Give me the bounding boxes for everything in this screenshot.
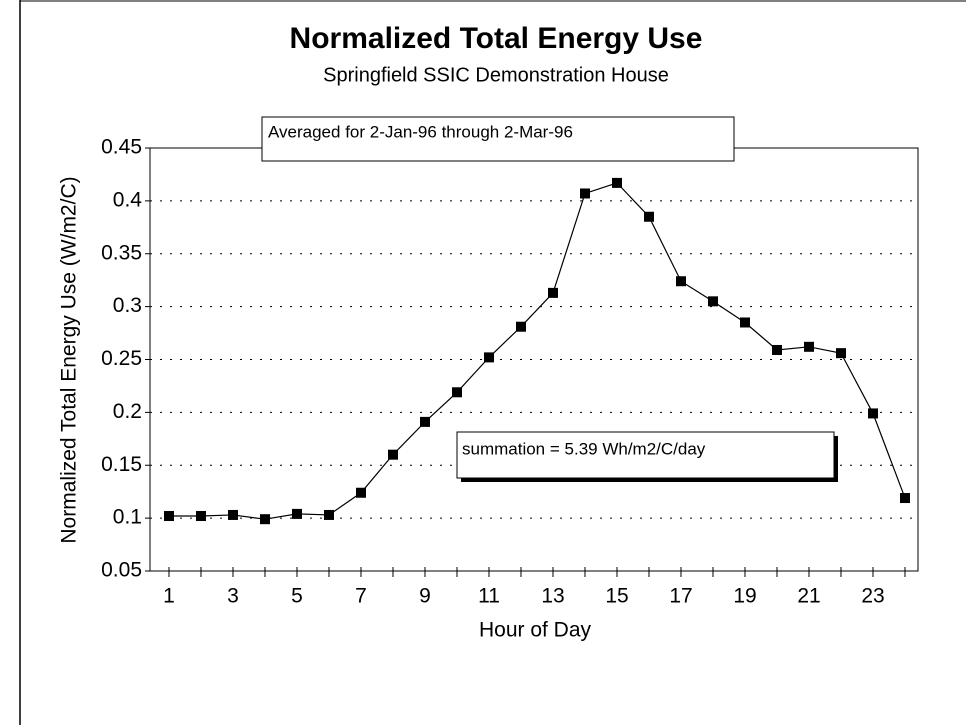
- annotation: summation = 5.39 Wh/m2/C/day: [462, 439, 706, 458]
- x-tick-label: 7: [355, 585, 367, 608]
- y-tick-label: 0.15: [101, 453, 142, 476]
- x-tick-label: 19: [733, 585, 756, 608]
- y-tick-label: 0.45: [101, 136, 142, 159]
- point: [644, 211, 654, 222]
- point: [708, 296, 718, 307]
- point: [196, 511, 206, 522]
- x-tick-label: 13: [541, 585, 564, 608]
- point: [836, 348, 846, 359]
- x-tick-label: 5: [291, 585, 303, 608]
- point: [452, 387, 462, 398]
- point: [228, 509, 238, 520]
- point: [292, 508, 302, 519]
- y-tick-label: 0.05: [101, 559, 142, 582]
- plot-area: [149, 147, 919, 572]
- point: [324, 509, 334, 520]
- x-tick-label: 15: [605, 585, 628, 608]
- point: [676, 276, 686, 287]
- point: [420, 416, 430, 427]
- x-tick-label: 21: [797, 585, 820, 608]
- point: [484, 352, 494, 363]
- point: [612, 177, 622, 188]
- point: [804, 341, 814, 352]
- y-tick-label: 0.25: [101, 347, 142, 370]
- y-tick-label: 0.3: [113, 294, 142, 317]
- point: [548, 287, 558, 298]
- annotation: Averaged for 2-Jan-96 through 2-Mar-96: [268, 122, 573, 141]
- y-tick-label: 0.2: [113, 400, 142, 423]
- point: [356, 487, 366, 498]
- point: [580, 188, 590, 199]
- point: [516, 321, 526, 332]
- chart-subtitle: Springfield SSIC Demonstration House: [323, 64, 669, 86]
- x-axis-label: Hour of Day: [479, 619, 592, 642]
- x-tick-label: 1: [163, 585, 175, 608]
- x-tick-label: 23: [861, 585, 884, 608]
- y-axis-label: Normalized Total Energy Use (W/m2/C): [58, 176, 81, 543]
- y-tick-label: 0.4: [113, 188, 143, 211]
- chart-title: Normalized Total Energy Use: [290, 22, 703, 55]
- x-tick-label: 3: [227, 585, 239, 608]
- point: [164, 511, 174, 522]
- x-tick-label: 11: [478, 585, 500, 608]
- point: [900, 493, 910, 504]
- y-tick-label: 0.35: [101, 241, 142, 264]
- x-tick-label: 17: [669, 585, 692, 608]
- point: [772, 344, 782, 355]
- line: [169, 182, 906, 520]
- annotation-box: [456, 431, 835, 479]
- y-tick-label: 0.1: [113, 506, 142, 529]
- annotation-box: [261, 116, 735, 162]
- point: [868, 408, 878, 419]
- point: [260, 514, 270, 525]
- point: [388, 449, 398, 460]
- point: [740, 317, 750, 328]
- x-tick-label: 9: [419, 585, 431, 608]
